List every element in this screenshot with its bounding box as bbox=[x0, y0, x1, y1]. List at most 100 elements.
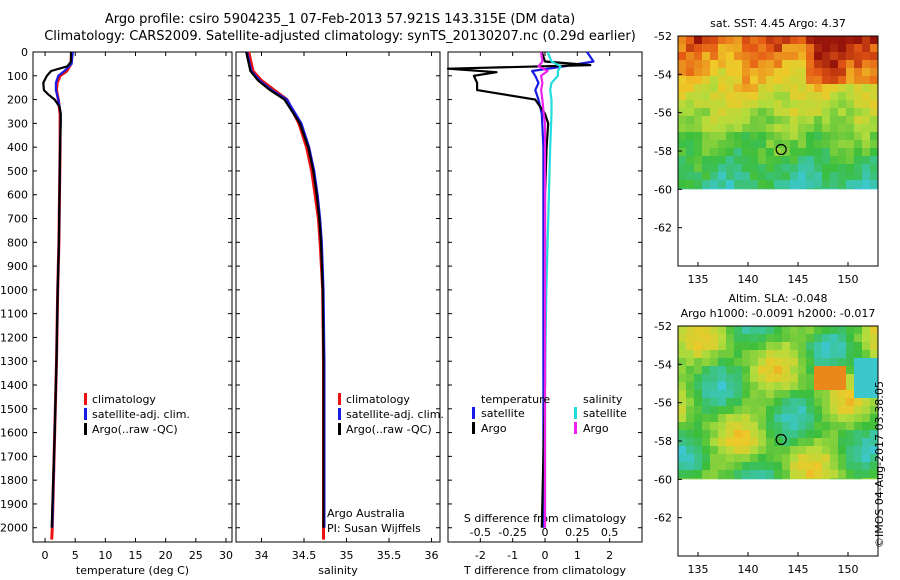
temperature-profile-xlabel: temperature (deg C) bbox=[76, 564, 189, 577]
sla-map-cell bbox=[830, 438, 839, 447]
sst-map-cell bbox=[838, 172, 847, 181]
sst-map-cell bbox=[766, 124, 775, 133]
sst-map-cell bbox=[750, 44, 759, 53]
sla-map-cell bbox=[678, 414, 687, 423]
sla-map-cell bbox=[678, 350, 687, 359]
sst-map-cell bbox=[734, 164, 743, 173]
sst-map-cell bbox=[798, 180, 807, 189]
sst-map-cell bbox=[838, 60, 847, 69]
sla-map-cell bbox=[806, 342, 815, 351]
sla-map-cell bbox=[710, 358, 719, 367]
sla-map-cell bbox=[686, 366, 695, 375]
sla-map-cell bbox=[718, 366, 727, 375]
sla-map-cell bbox=[790, 374, 799, 383]
sla-map-cell bbox=[766, 470, 775, 479]
sla-map-cell bbox=[838, 366, 847, 375]
sst-map-cell bbox=[694, 92, 703, 101]
sst-map-cell bbox=[710, 156, 719, 165]
sla-map-cell bbox=[830, 366, 839, 375]
sla-map-cell bbox=[790, 334, 799, 343]
sst-map-cell bbox=[838, 84, 847, 93]
sla-map-cell bbox=[830, 430, 839, 439]
sla-map-cell bbox=[766, 438, 775, 447]
sla-map-cell bbox=[846, 350, 855, 359]
sst-map-cell bbox=[750, 84, 759, 93]
diff-legend-label: satellite bbox=[583, 407, 627, 420]
sst-map-cell bbox=[718, 92, 727, 101]
sla-map-cell bbox=[766, 414, 775, 423]
sla-map-cell bbox=[782, 462, 791, 471]
sla-map-cell bbox=[854, 326, 863, 335]
sst-map-cell bbox=[846, 156, 855, 165]
sla-map-cell bbox=[758, 374, 767, 383]
sst-map-cell bbox=[774, 108, 783, 117]
sst-map-cell bbox=[790, 132, 799, 141]
sla-map-cell bbox=[854, 350, 863, 359]
sst-map-cell bbox=[846, 180, 855, 189]
sla-map-cell bbox=[798, 398, 807, 407]
sla-map-subtitle: Argo h1000: -0.0091 h2000: -0.017 bbox=[681, 307, 876, 320]
depth-tick-label: 1200 bbox=[0, 331, 28, 344]
sst-map-cell bbox=[726, 140, 735, 149]
sla-map-cell bbox=[766, 326, 775, 335]
sst-map-cell bbox=[742, 148, 751, 157]
sla-map-cell bbox=[830, 414, 839, 423]
sst-map-cell bbox=[814, 180, 823, 189]
sst-map-cell bbox=[758, 92, 767, 101]
sst-map-cell bbox=[846, 44, 855, 53]
sla-map-cell bbox=[742, 334, 751, 343]
sst-map-cell bbox=[870, 132, 879, 141]
sla-map-cell bbox=[798, 382, 807, 391]
sla-map-cell bbox=[830, 334, 839, 343]
sla-map-cell bbox=[678, 382, 687, 391]
sla-map-cell bbox=[726, 446, 735, 455]
sla-map-cell bbox=[742, 438, 751, 447]
sst-map-cell bbox=[806, 52, 815, 61]
sla-map-cell bbox=[822, 438, 831, 447]
sla-map-cell bbox=[830, 350, 839, 359]
sla-map-cell bbox=[702, 390, 711, 399]
sst-map-cell bbox=[790, 164, 799, 173]
sla-map-cell bbox=[822, 406, 831, 415]
sst-map-cell bbox=[758, 76, 767, 85]
sla-map-cell bbox=[862, 446, 871, 455]
sla-map-cell bbox=[734, 470, 743, 479]
sla-map-cell bbox=[702, 358, 711, 367]
sla-map-cell bbox=[750, 382, 759, 391]
sla-map-cell bbox=[862, 342, 871, 351]
sst-map-cell bbox=[694, 76, 703, 85]
sst-map-edge-mask bbox=[878, 36, 886, 190]
sst-map-cell bbox=[774, 100, 783, 109]
sla-map-cell bbox=[766, 446, 775, 455]
sst-map-cell bbox=[766, 68, 775, 77]
sla-map-cell bbox=[838, 358, 847, 367]
sst-map-cell bbox=[822, 156, 831, 165]
sst-map-cell bbox=[814, 116, 823, 125]
sla-map-cell bbox=[702, 334, 711, 343]
sla-map-cell bbox=[798, 454, 807, 463]
sst-map-cell bbox=[798, 148, 807, 157]
sst-map-cell bbox=[686, 76, 695, 85]
sst-map-cell bbox=[710, 76, 719, 85]
temperature-profile-xtick-label: 0 bbox=[42, 549, 49, 562]
sst-map-cell bbox=[862, 36, 871, 45]
sla-map-cell bbox=[718, 390, 727, 399]
difference-profile-top-tick-label: 0.5 bbox=[601, 526, 619, 539]
figure-title-line2: Climatology: CARS2009. Satellite-adjuste… bbox=[44, 29, 636, 44]
sst-map-cell bbox=[702, 84, 711, 93]
sst-map-cell bbox=[758, 36, 767, 45]
sst-map-cell bbox=[702, 92, 711, 101]
sst-map-cell bbox=[806, 156, 815, 165]
sst-map-cell bbox=[726, 132, 735, 141]
sst-map-cell bbox=[782, 68, 791, 77]
sst-map-cell bbox=[862, 60, 871, 69]
sla-map-cell bbox=[678, 438, 687, 447]
sla-map-cell bbox=[750, 350, 759, 359]
difference-profile-top-tick-label: -0.5 bbox=[470, 526, 491, 539]
sla-map-cell bbox=[766, 334, 775, 343]
sla-map-cell bbox=[766, 462, 775, 471]
sla-map-cell bbox=[782, 342, 791, 351]
sst-map-cell bbox=[846, 52, 855, 61]
sst-map-cell bbox=[702, 180, 711, 189]
sst-map-cell bbox=[702, 172, 711, 181]
